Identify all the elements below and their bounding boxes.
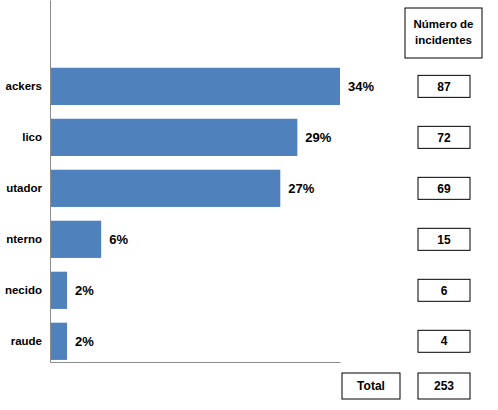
count: 87 — [437, 80, 451, 94]
tick: utador — [6, 182, 50, 194]
y-axis: ackers lico utador nterno necido raude — [5, 1, 51, 363]
data-label: 2% — [75, 283, 94, 298]
bar — [50, 272, 67, 309]
count: 72 — [437, 131, 451, 145]
total-box — [418, 373, 470, 399]
category-label: utador — [6, 182, 42, 194]
count: 69 — [437, 182, 451, 196]
bars — [50, 68, 340, 360]
incident-table: Número de incidentes 87 72 69 15 6 4 Total 253 — [342, 8, 482, 399]
count-box — [418, 75, 470, 97]
total: 253 — [434, 379, 454, 393]
tick: raude — [11, 335, 50, 347]
count-box — [418, 228, 470, 250]
tick: necido — [5, 284, 50, 296]
tick: lico — [22, 131, 50, 143]
chart: ackers lico utador nterno necido raude 34% 29% 2… — [0, 0, 498, 410]
bar — [50, 170, 280, 207]
data-label: 29% — [305, 130, 331, 145]
count: 6 — [441, 284, 448, 298]
axis-line — [50, 1, 51, 363]
axis-line — [51, 362, 341, 363]
category-label: nterno — [6, 233, 42, 245]
count: 4 — [441, 334, 448, 348]
total-label-box — [342, 373, 400, 399]
header-text: incidentes — [415, 34, 472, 46]
data-label: 34% — [348, 79, 374, 94]
x-axis — [51, 362, 341, 363]
total-label: Total — [357, 379, 385, 393]
category-label: raude — [11, 335, 42, 347]
header-text: Número de — [413, 18, 473, 30]
data-label: 2% — [75, 334, 94, 349]
header-box — [405, 8, 482, 58]
data-label: 27% — [288, 181, 314, 196]
count: 15 — [437, 233, 451, 247]
bar — [50, 119, 297, 156]
data-label: 6% — [109, 232, 128, 247]
count-box — [418, 126, 470, 148]
count-box — [418, 279, 470, 301]
count-box — [418, 177, 470, 199]
bar — [50, 323, 67, 360]
category-label: lico — [22, 131, 42, 143]
bar — [50, 68, 340, 105]
data-labels: 34% 29% 27% 6% 2% 2% — [75, 79, 374, 349]
tick: ackers — [6, 80, 50, 92]
header: Número de incidentes — [413, 18, 473, 46]
tick: nterno — [6, 233, 50, 245]
bar — [50, 221, 101, 258]
category-label: ackers — [6, 80, 42, 92]
count-box — [418, 330, 470, 352]
category-label: necido — [5, 284, 42, 296]
